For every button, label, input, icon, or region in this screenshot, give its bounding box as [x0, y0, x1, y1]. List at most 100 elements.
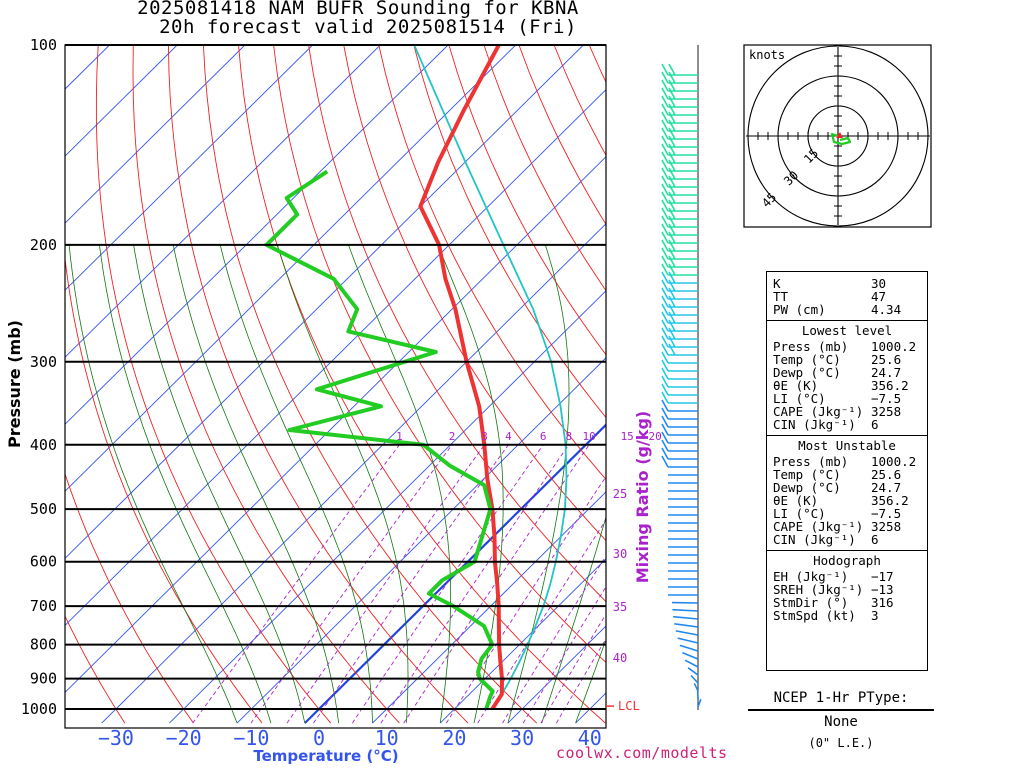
wind-barb-flag	[661, 111, 669, 124]
wind-barb	[661, 87, 698, 100]
stat-label: EH (Jkg⁻¹)	[773, 569, 849, 584]
wind-barb-flag	[668, 127, 676, 140]
stat-value: −13	[871, 582, 894, 597]
temperature-trace	[418, 45, 504, 711]
wind-barb-flag	[661, 191, 669, 204]
wind-barb	[661, 383, 698, 396]
stat-row: Dewp (°C) 24.7	[767, 481, 927, 494]
isotherm-line	[65, 45, 584, 559]
precip-type-panel: NCEP 1-Hr PType: None (0" L.E.)	[748, 690, 934, 750]
stat-value: 3258	[871, 404, 902, 419]
wind-barb	[661, 183, 698, 196]
wind-barb	[661, 111, 698, 124]
stat-value: 30	[871, 276, 887, 291]
wind-barb	[661, 143, 698, 156]
dry-adiabat-line	[167, 45, 469, 724]
moist-adiabat-line	[99, 244, 272, 724]
divider	[748, 709, 934, 711]
wind-barb-flag	[661, 399, 669, 412]
wind-barb-flag	[668, 143, 676, 156]
mixing-ratio-label: 4	[505, 430, 512, 443]
stat-row: LI (°C) −7.5	[767, 507, 927, 520]
stat-label: θE (K)	[773, 493, 819, 508]
wind-barb	[684, 659, 699, 668]
lcl-label: LCL	[618, 699, 640, 713]
mixing-ratio-axis-label: Mixing Ratio (g/kg)	[633, 411, 652, 583]
wind-barb	[661, 63, 698, 76]
wind-barb-flag	[668, 343, 676, 356]
wind-barb	[661, 151, 698, 164]
moist-adiabat-line	[277, 244, 409, 724]
wind-barb	[661, 95, 698, 108]
sounding-traces	[264, 45, 568, 711]
moist-adiabat-line	[68, 244, 238, 724]
moist-adiabat-line	[575, 638, 606, 724]
wind-barb-flag	[668, 295, 676, 308]
wind-barb-flag	[668, 271, 676, 284]
wind-barb	[661, 391, 698, 404]
mixing-ratio-line	[522, 585, 606, 724]
dry-adiabat-line	[132, 45, 400, 724]
wind-barb	[693, 682, 699, 692]
wind-barb	[661, 431, 698, 444]
stat-row: TT 47	[767, 290, 927, 303]
wind-barb	[661, 79, 698, 92]
wind-barb-flag	[668, 327, 676, 340]
stat-row: Temp (°C) 25.6	[767, 353, 927, 366]
isotherm-line	[372, 491, 606, 724]
stat-row: CAPE (Jkg⁻¹) 3258	[767, 520, 927, 533]
temperature-tick-label: −30	[98, 726, 134, 750]
wind-barb	[661, 311, 698, 324]
wind-barb-flag	[668, 199, 676, 212]
wind-barb-flag	[661, 223, 669, 236]
wind-barb	[661, 303, 698, 316]
dry-adiabat-line	[378, 45, 606, 480]
wind-barb-flag	[668, 319, 676, 332]
isotherm-line	[65, 45, 313, 291]
wind-barb	[661, 223, 698, 236]
isotherm-line	[65, 156, 606, 694]
stat-row: θE (K) 356.2	[767, 494, 927, 507]
moist-adiabat-line	[507, 244, 570, 724]
wind-barb	[672, 608, 699, 612]
stat-value: 25.6	[871, 352, 902, 367]
wind-barb	[697, 698, 702, 708]
isotherm-line	[65, 45, 178, 157]
wind-barb-flag	[661, 231, 669, 244]
temperature-axis-label: Temperature (°C)	[253, 747, 398, 765]
pressure-tick-label: 100	[30, 36, 57, 54]
wind-barb-shaft	[673, 615, 699, 620]
stat-label: SREH (Jkg⁻¹)	[773, 582, 864, 597]
wind-barb-flag	[668, 223, 676, 236]
wind-barb	[682, 652, 699, 660]
stat-label: LI (°C)	[773, 391, 826, 406]
wind-barb-flag	[668, 303, 676, 316]
chart-title: 2025081418 NAM BUFR Sounding for KBNA	[137, 0, 579, 19]
wind-barb	[661, 103, 698, 116]
wind-barb	[661, 239, 698, 252]
hodograph-units-label: knots	[749, 48, 785, 62]
stat-label: Dewp (°C)	[773, 480, 841, 495]
temperature-tick-label: 20	[442, 726, 466, 750]
wind-barb-flag	[661, 343, 669, 356]
wind-barb	[661, 255, 698, 268]
wind-barb-flag	[661, 207, 669, 220]
wind-barb-flag	[661, 407, 669, 420]
temperature-tick-label: −20	[166, 726, 202, 750]
wind-barb-shaft	[684, 659, 699, 668]
parcel-trace	[413, 45, 568, 710]
wind-barb	[661, 415, 698, 428]
wind-barb-flag	[661, 119, 669, 132]
mixing-ratio-line	[313, 444, 509, 724]
stat-value: 1000.2	[871, 454, 917, 469]
stat-label: Dewp (°C)	[773, 365, 841, 380]
stat-label: Press (mb)	[773, 339, 849, 354]
moist-adiabat-line	[133, 244, 306, 724]
mixing-ratio-label: 6	[540, 430, 547, 443]
wind-barb-flag	[661, 199, 669, 212]
pressure-tick-label: 200	[30, 236, 57, 254]
wind-barb-flag	[668, 335, 676, 348]
stat-label: CAPE (Jkg⁻¹)	[773, 404, 864, 419]
isotherm-line	[439, 558, 606, 724]
